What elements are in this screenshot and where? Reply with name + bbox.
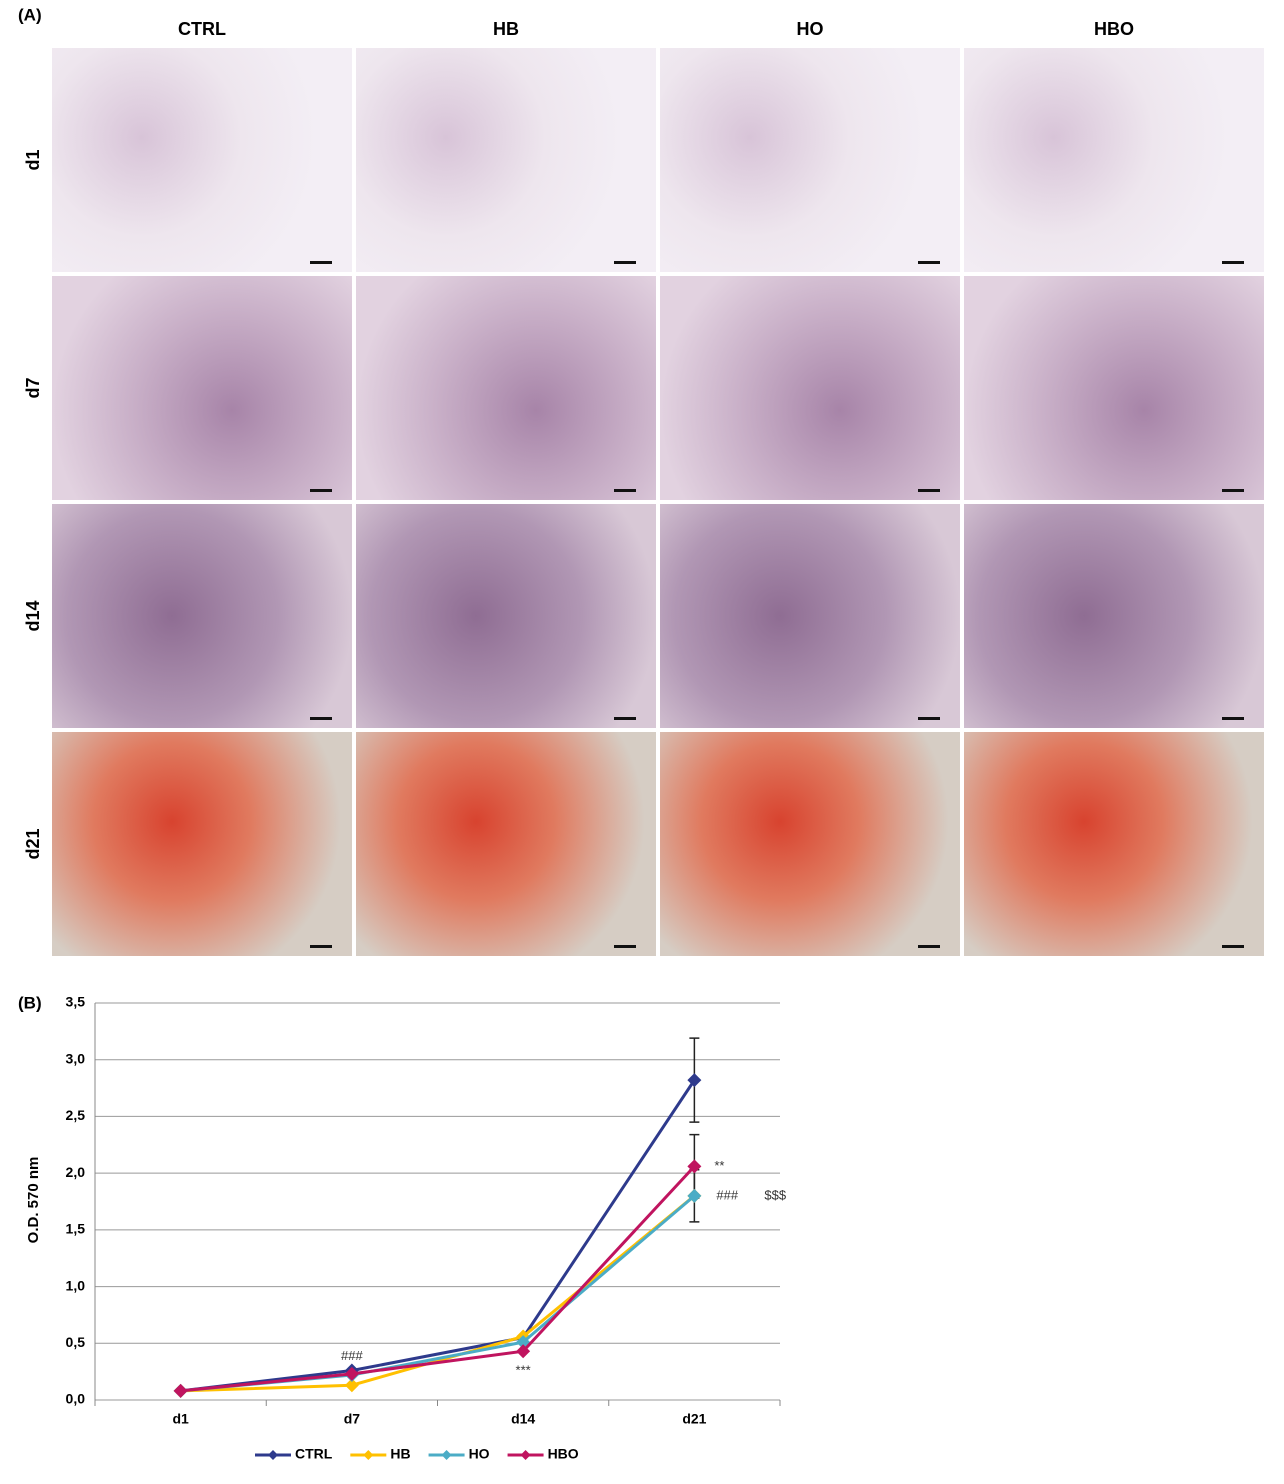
annotation: ** (714, 1158, 724, 1173)
x-tick-label: d14 (511, 1411, 535, 1427)
scale-bar (1222, 261, 1244, 264)
legend-label: HO (469, 1446, 490, 1462)
row-label: d14 (23, 600, 43, 631)
legend-label: HBO (548, 1446, 579, 1462)
scale-bar (918, 489, 940, 492)
point (687, 1073, 702, 1088)
y-tick-label: 2,0 (66, 1164, 86, 1180)
micrograph (356, 732, 656, 956)
micrograph (356, 48, 656, 272)
micrograph (356, 276, 656, 500)
micrograph (52, 504, 352, 728)
point (516, 1344, 531, 1359)
legend-marker (520, 1450, 531, 1460)
legend-marker (268, 1450, 278, 1460)
legend-label: CTRL (295, 1446, 333, 1462)
micrograph (964, 276, 1264, 500)
micrograph (52, 48, 352, 272)
point (344, 1366, 359, 1381)
annotation: *** (516, 1363, 531, 1378)
scale-bar (614, 261, 636, 264)
annotation: ### (716, 1187, 738, 1202)
scale-bar (310, 489, 332, 492)
y-tick-label: 2,5 (66, 1107, 86, 1123)
row-label: d21 (23, 828, 43, 859)
column-label: HO (797, 19, 824, 39)
series-line (180, 1079, 696, 1393)
scale-bar (614, 489, 636, 492)
scale-bar (1222, 489, 1244, 492)
micrograph (660, 276, 960, 500)
scale-bar (1222, 945, 1244, 948)
scale-bar (1222, 717, 1244, 720)
scale-bar (918, 717, 940, 720)
scale-bar (310, 717, 332, 720)
annotation: ### (341, 1348, 363, 1363)
series-line (180, 1194, 696, 1393)
annotation: $$$ (764, 1187, 786, 1202)
y-tick-label: 1,0 (66, 1277, 86, 1293)
legend-label: HB (390, 1446, 410, 1462)
micrograph (52, 276, 352, 500)
scale-bar (614, 945, 636, 948)
micrograph (660, 48, 960, 272)
scale-bar (918, 945, 940, 948)
row-label: d1 (23, 149, 43, 170)
micrograph (964, 504, 1264, 728)
row-label: d7 (23, 377, 43, 398)
column-label: CTRL (178, 19, 226, 39)
y-tick-label: 1,5 (66, 1221, 86, 1237)
y-tick-label: 3,0 (66, 1050, 86, 1066)
panel-label: (A) (18, 5, 42, 24)
micrograph (964, 732, 1264, 956)
scale-bar (918, 261, 940, 264)
scale-bar (310, 945, 332, 948)
y-axis-label: O.D. 570 nm (25, 1157, 42, 1244)
y-tick-label: 0,5 (66, 1334, 86, 1350)
micrograph (660, 504, 960, 728)
point (173, 1383, 188, 1398)
point (687, 1188, 702, 1203)
x-tick-label: d1 (172, 1411, 189, 1427)
x-tick-label: d21 (682, 1411, 706, 1427)
micrograph (660, 732, 960, 956)
micrograph (52, 732, 352, 956)
legend-marker (441, 1450, 452, 1460)
column-label: HB (493, 19, 519, 39)
column-label: HBO (1094, 19, 1134, 39)
panel-label: (B) (18, 993, 42, 1012)
x-tick-label: d7 (344, 1411, 361, 1427)
y-tick-label: 3,5 (66, 994, 86, 1010)
scale-bar (310, 261, 332, 264)
micrograph (356, 504, 656, 728)
legend-marker (363, 1450, 374, 1460)
point (344, 1378, 359, 1393)
scale-bar (614, 717, 636, 720)
point (687, 1159, 702, 1174)
series-line (180, 1165, 696, 1393)
micrograph (964, 48, 1264, 272)
y-tick-label: 0,0 (66, 1391, 86, 1407)
